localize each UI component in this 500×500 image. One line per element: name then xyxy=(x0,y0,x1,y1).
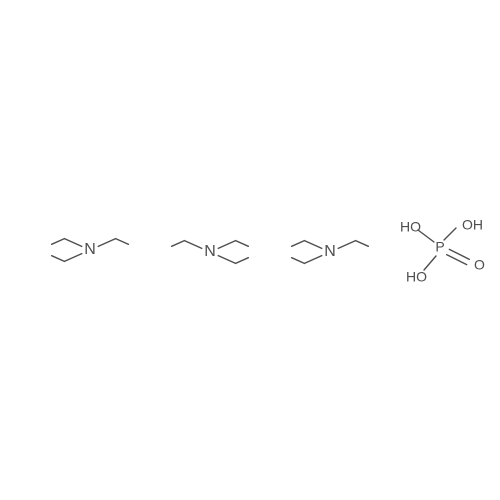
canvas-bg xyxy=(0,0,500,500)
atom-label: N xyxy=(324,243,336,260)
atom-label: O xyxy=(474,257,485,273)
atom-label: P xyxy=(435,239,444,255)
atom-label: OH xyxy=(462,217,483,233)
chemistry-diagram: N N N P OH HO HO O xyxy=(0,0,500,500)
atom-label: HO xyxy=(400,219,421,235)
atom-label: N xyxy=(204,243,216,260)
atom-label: N xyxy=(84,241,96,258)
atom-label: HO xyxy=(406,269,427,285)
